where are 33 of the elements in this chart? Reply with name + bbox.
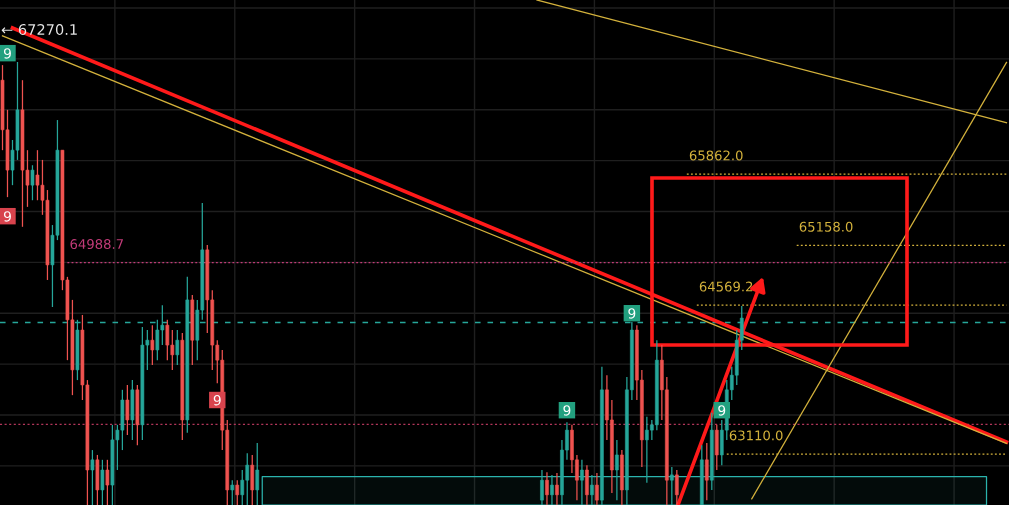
text: 9 (213, 394, 221, 406)
candlestick (175, 329, 180, 366)
series-label: 9 (3, 48, 11, 59)
series-label: 65158.0 (799, 221, 853, 232)
candlestick (550, 474, 554, 505)
candlestick (255, 442, 260, 505)
candlestick (670, 466, 674, 505)
candlestick (100, 459, 105, 505)
candlestick (30, 164, 35, 201)
candlestick (125, 384, 130, 436)
candlestick (235, 479, 240, 505)
series-label: 64569.2 (699, 281, 753, 292)
candlestick (590, 474, 594, 505)
candlestick (545, 471, 549, 505)
series-label: 9 (3, 211, 11, 222)
candlestick (105, 459, 110, 505)
candlestick (540, 469, 544, 505)
text: ← 67270.1 (1, 24, 77, 36)
text: 9 (628, 308, 636, 319)
candlestick (704, 442, 709, 501)
series-label: 65862.0 (689, 150, 743, 161)
candlestick (615, 439, 619, 501)
candlestick (555, 472, 559, 505)
text: 9 (718, 405, 726, 416)
text: 9 (563, 405, 571, 416)
series-label: 63110.0 (729, 430, 783, 441)
series-label: 64988.7 (70, 239, 123, 250)
candlestick (90, 449, 95, 505)
candlestick (675, 469, 679, 505)
candlestick (230, 479, 235, 505)
candlestick (580, 459, 584, 505)
candlestick (150, 324, 155, 366)
candlestick (595, 472, 599, 505)
